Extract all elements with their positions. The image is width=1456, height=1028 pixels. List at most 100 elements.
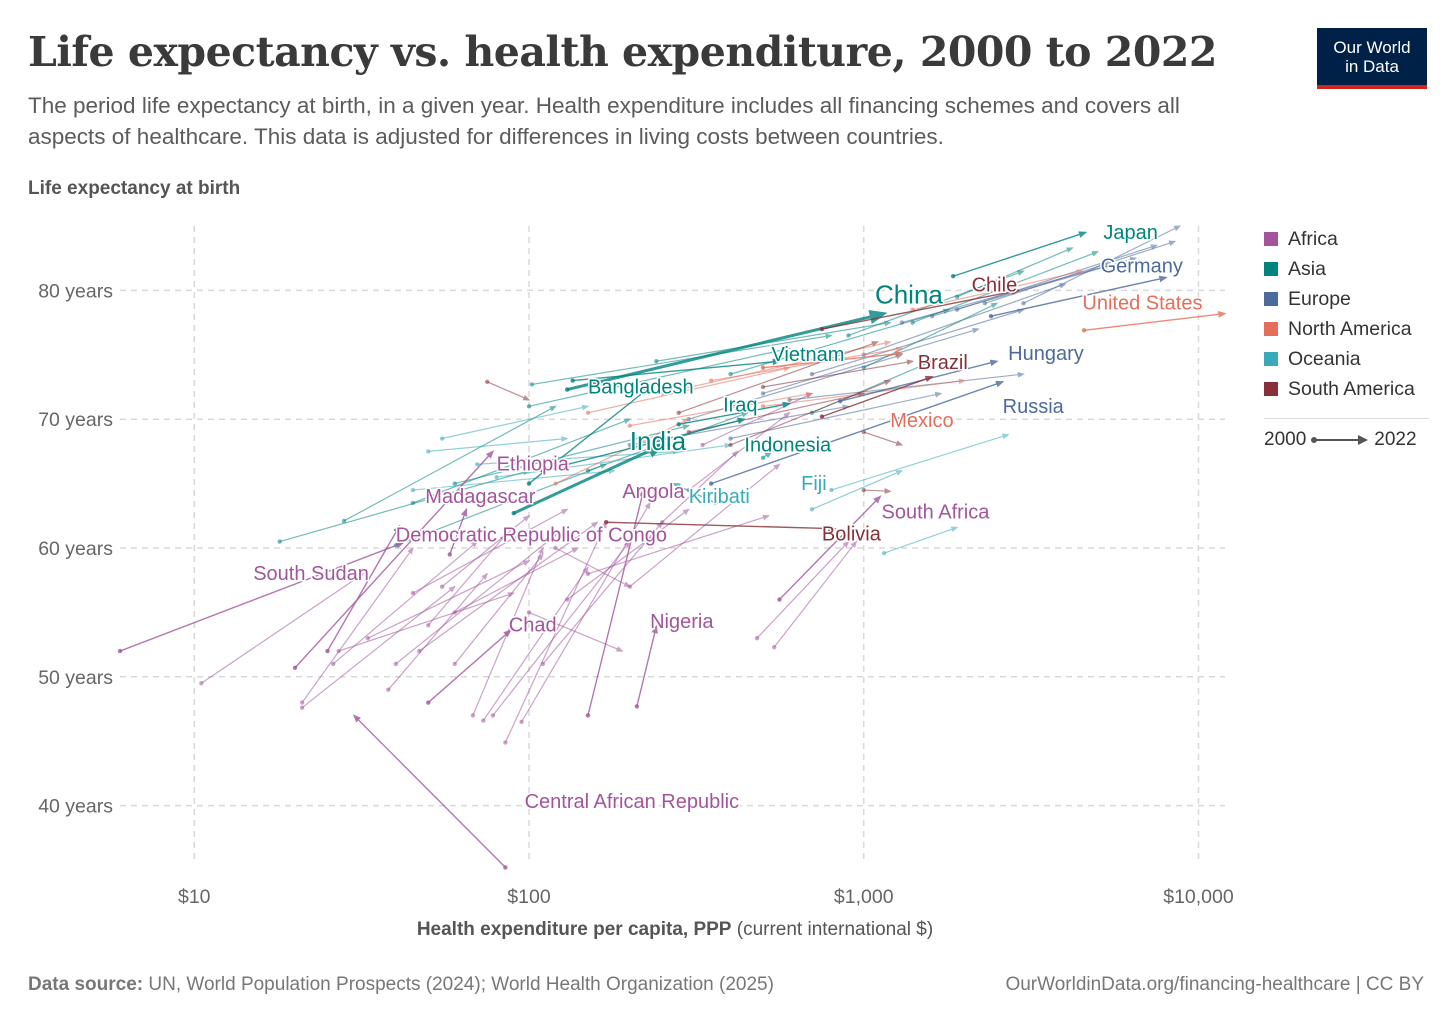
x-tick-label: $10 — [178, 886, 211, 908]
africa-series-start-point — [336, 648, 341, 654]
bolivia-arrow — [606, 521, 837, 532]
india-arrow — [513, 443, 666, 515]
chile-arrow — [821, 288, 1021, 330]
angola-arrow — [587, 488, 646, 716]
south-america-series-start-point — [484, 379, 490, 385]
asia-series-arrow — [528, 346, 791, 407]
south-america-series-arrow — [762, 359, 915, 388]
north-america-series-arrow — [912, 269, 1084, 311]
legend-swatch — [1264, 382, 1278, 396]
series-labels: Japan Germany China Chile United States Vietn… — [252, 220, 1204, 814]
label-bolivia: Bolivia — [822, 523, 882, 545]
asia-series-arrow — [656, 320, 892, 362]
russia-arrow — [710, 380, 1005, 485]
timeline-arrow-icon — [1311, 435, 1369, 445]
africa-series-arrow — [542, 521, 664, 665]
south-america-series-arrow — [678, 341, 879, 414]
y-tick-label: 80 years — [38, 280, 113, 302]
oceania-series-arrow — [441, 404, 590, 440]
legend-timeline: 2000 2022 — [1264, 429, 1429, 451]
oceania-series-start-point — [439, 436, 445, 441]
africa-series-arrow — [301, 585, 456, 709]
ethiopia-arrow — [294, 450, 495, 669]
label-united-states: United States — [1082, 293, 1202, 315]
iraq-arrow — [678, 401, 792, 426]
legend-label: Africa — [1288, 227, 1338, 250]
africa-series-arrow — [412, 508, 569, 594]
legend-item-south-america[interactable]: South America — [1264, 374, 1429, 404]
africa-series-arrow — [387, 572, 489, 691]
africa-series-arrow — [454, 547, 580, 613]
source-link[interactable]: OurWorldinData.org/financing-healthcare … — [1005, 974, 1424, 995]
africa-series-arrow — [201, 572, 365, 684]
legend-swatch — [1264, 262, 1278, 276]
africa-series-arrow — [504, 520, 607, 743]
oceania-series-arrow — [412, 468, 616, 491]
europe-series-arrow — [1023, 225, 1182, 304]
africa-series-arrow — [688, 411, 791, 491]
democratic-republic-of-congo-arrow — [326, 524, 401, 652]
north-america-series-arrow — [629, 391, 814, 427]
asia-series-start-point — [277, 539, 282, 544]
y-tick-label: 60 years — [38, 538, 113, 560]
legend-time-start: 2000 — [1264, 429, 1307, 450]
y-tick-label: 70 years — [38, 409, 113, 431]
owid-logo[interactable]: Our World in Data — [1317, 28, 1427, 89]
asia-series-arrow — [454, 424, 691, 485]
oceania-series-arrow — [496, 442, 732, 478]
axis-ticks: 40 years 50 years 60 years 70 years 80 years… — [38, 280, 1234, 908]
madagascar-arrow — [449, 507, 468, 555]
nigeria-arrow — [636, 624, 658, 707]
asia-series-start-point — [341, 518, 347, 524]
germany-arrow — [990, 275, 1168, 317]
kiribati-arrow — [671, 482, 716, 504]
africa-series-arrow — [332, 540, 479, 665]
legend-item-oceania[interactable]: Oceania — [1264, 344, 1429, 374]
united-states-arrow — [1083, 311, 1227, 332]
north-america-series-arrow — [711, 346, 904, 382]
label-angola: Angola — [622, 481, 685, 503]
y-tick-label: 50 years — [38, 667, 113, 689]
asia-series-arrow — [956, 247, 1074, 298]
oceania-series-arrow — [811, 470, 904, 510]
south-america-series-arrow — [486, 381, 531, 401]
africa-series-arrow — [482, 566, 589, 721]
africa-series-arrow — [661, 450, 739, 523]
europe-series-arrow — [811, 308, 1025, 375]
asia-series-arrow — [848, 270, 1025, 337]
africa-series-arrow — [773, 540, 858, 648]
legend-item-north-america[interactable]: North America — [1264, 314, 1429, 344]
legend-swatch — [1264, 352, 1278, 366]
legend-time-end: 2022 — [1374, 429, 1417, 450]
legend-item-europe[interactable]: Europe — [1264, 284, 1429, 314]
legend-label: Oceania — [1288, 347, 1361, 370]
oceania-series-start-point — [494, 474, 499, 480]
x-axis-label-bold: Health expenditure per capita, PPP — [416, 919, 732, 940]
label-kiribati: Kiribati — [689, 486, 750, 508]
label-indonesia: Indonesia — [744, 434, 832, 456]
y-tick-label: 40 years — [38, 796, 113, 818]
legend-swatch — [1264, 232, 1278, 246]
label-chile: Chile — [972, 275, 1018, 297]
label-chad: Chad — [509, 615, 557, 637]
legend-item-asia[interactable]: Asia — [1264, 254, 1429, 284]
oceania-series-start-point — [426, 449, 431, 454]
africa-series-arrow — [418, 521, 599, 652]
asia-series-arrow — [531, 333, 833, 386]
label-hungary: Hungary — [1008, 343, 1084, 365]
europe-series-arrow — [762, 327, 980, 395]
africa-series-arrow — [528, 611, 624, 652]
label-brazil: Brazil — [918, 352, 968, 374]
legend-divider — [1264, 418, 1429, 419]
japan-arrow — [952, 231, 1088, 277]
grid — [120, 226, 1225, 860]
chad-arrow — [427, 629, 512, 704]
south-sudan-arrow — [119, 542, 405, 652]
africa-series-arrow — [395, 534, 557, 665]
brazil-arrow — [821, 375, 934, 418]
legend: Africa Asia Europe North America Oceania Sout… — [1264, 224, 1429, 451]
labeled-series — [117, 231, 1227, 870]
y-axis-label: Life expectancy at birth — [28, 178, 241, 199]
legend-item-africa[interactable]: Africa — [1264, 224, 1429, 254]
africa-series-arrow — [367, 560, 531, 639]
